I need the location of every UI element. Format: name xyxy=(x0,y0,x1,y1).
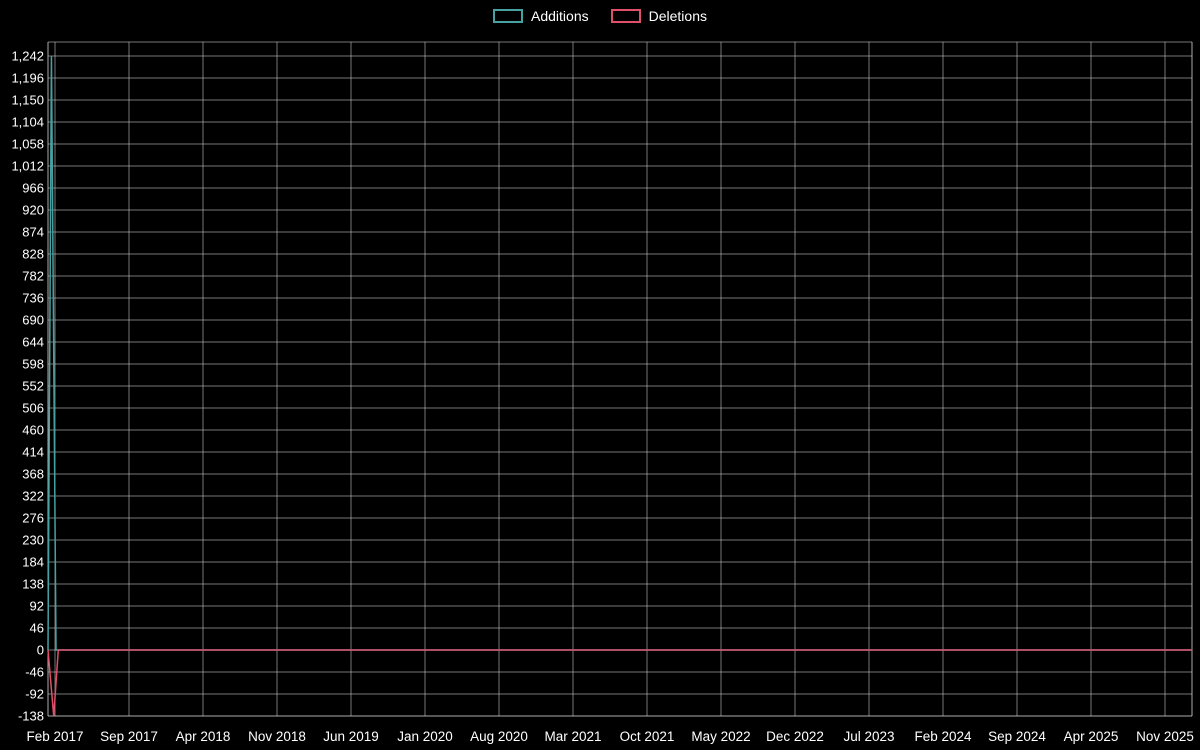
x-axis-tick-label: Sep 2017 xyxy=(100,729,158,744)
x-axis-tick-label: May 2022 xyxy=(691,729,750,744)
y-axis-tick-label: 552 xyxy=(22,379,44,394)
additions-swatch xyxy=(493,9,524,23)
y-axis-tick-label: -92 xyxy=(25,687,44,702)
legend-item-deletions[interactable]: Deletions xyxy=(610,7,707,25)
y-axis-tick-label: 184 xyxy=(22,555,44,570)
y-axis-tick-label: 644 xyxy=(22,335,44,350)
x-axis-tick-label: Jul 2023 xyxy=(843,729,894,744)
x-axis-tick-label: Aug 2020 xyxy=(470,729,528,744)
y-axis-tick-label: 322 xyxy=(22,489,44,504)
y-axis-tick-label: 782 xyxy=(22,269,44,284)
y-axis-tick-label: 414 xyxy=(22,445,44,460)
x-axis-tick-label: Dec 2022 xyxy=(766,729,824,744)
y-axis-tick-label: 1,242 xyxy=(11,49,44,64)
series-line-additions xyxy=(47,55,1192,651)
y-axis-tick-label: 966 xyxy=(22,181,44,196)
y-axis-tick-label: 506 xyxy=(22,401,44,416)
y-axis-tick-label: 0 xyxy=(37,643,44,658)
y-axis-tick-label: 230 xyxy=(22,533,44,548)
chart-legend: Additions Deletions xyxy=(0,7,1200,25)
x-axis-tick-label: Nov 2025 xyxy=(1136,729,1194,744)
y-axis-tick-label: 46 xyxy=(30,621,44,636)
y-axis-tick-label: 460 xyxy=(22,423,44,438)
y-axis-tick-label: 1,012 xyxy=(11,159,44,174)
deletions-swatch xyxy=(610,9,641,23)
x-axis-tick-label: Mar 2021 xyxy=(544,729,601,744)
x-axis-tick-label: Jan 2020 xyxy=(397,729,453,744)
y-axis-tick-label: 690 xyxy=(22,313,44,328)
y-axis-tick-label: 1,058 xyxy=(11,137,44,152)
y-axis-tick-label: 1,150 xyxy=(11,93,44,108)
y-axis-tick-label: 736 xyxy=(22,291,44,306)
y-axis-tick-label: 276 xyxy=(22,511,44,526)
x-axis-tick-label: Feb 2017 xyxy=(26,729,83,744)
x-axis-tick-label: Apr 2018 xyxy=(176,729,231,744)
y-axis-tick-label: 368 xyxy=(22,467,44,482)
y-axis-tick-label: 1,104 xyxy=(11,115,44,130)
y-axis-tick-label: 828 xyxy=(22,247,44,262)
y-axis-tick-label: 874 xyxy=(22,225,44,240)
y-axis-tick-label: 598 xyxy=(22,357,44,372)
x-axis-tick-label: Sep 2024 xyxy=(988,729,1046,744)
deletions-legend-label: Deletions xyxy=(648,8,707,24)
y-axis-tick-label: 138 xyxy=(22,577,44,592)
y-axis-tick-label: -138 xyxy=(18,709,44,724)
y-axis-tick-label: 1,196 xyxy=(11,71,44,86)
y-axis-tick-label: 92 xyxy=(30,599,44,614)
x-axis-tick-label: Apr 2025 xyxy=(1064,729,1119,744)
x-axis-tick-label: Feb 2024 xyxy=(914,729,972,744)
x-axis-tick-label: Jun 2019 xyxy=(323,729,379,744)
y-axis-tick-label: 920 xyxy=(22,203,44,218)
x-axis-tick-label: Nov 2018 xyxy=(248,729,306,744)
legend-item-additions[interactable]: Additions xyxy=(493,7,589,25)
x-axis-tick-label: Oct 2021 xyxy=(620,729,675,744)
series-line-deletions xyxy=(47,649,1192,717)
y-axis-tick-label: -46 xyxy=(25,665,44,680)
additions-legend-label: Additions xyxy=(531,8,589,24)
